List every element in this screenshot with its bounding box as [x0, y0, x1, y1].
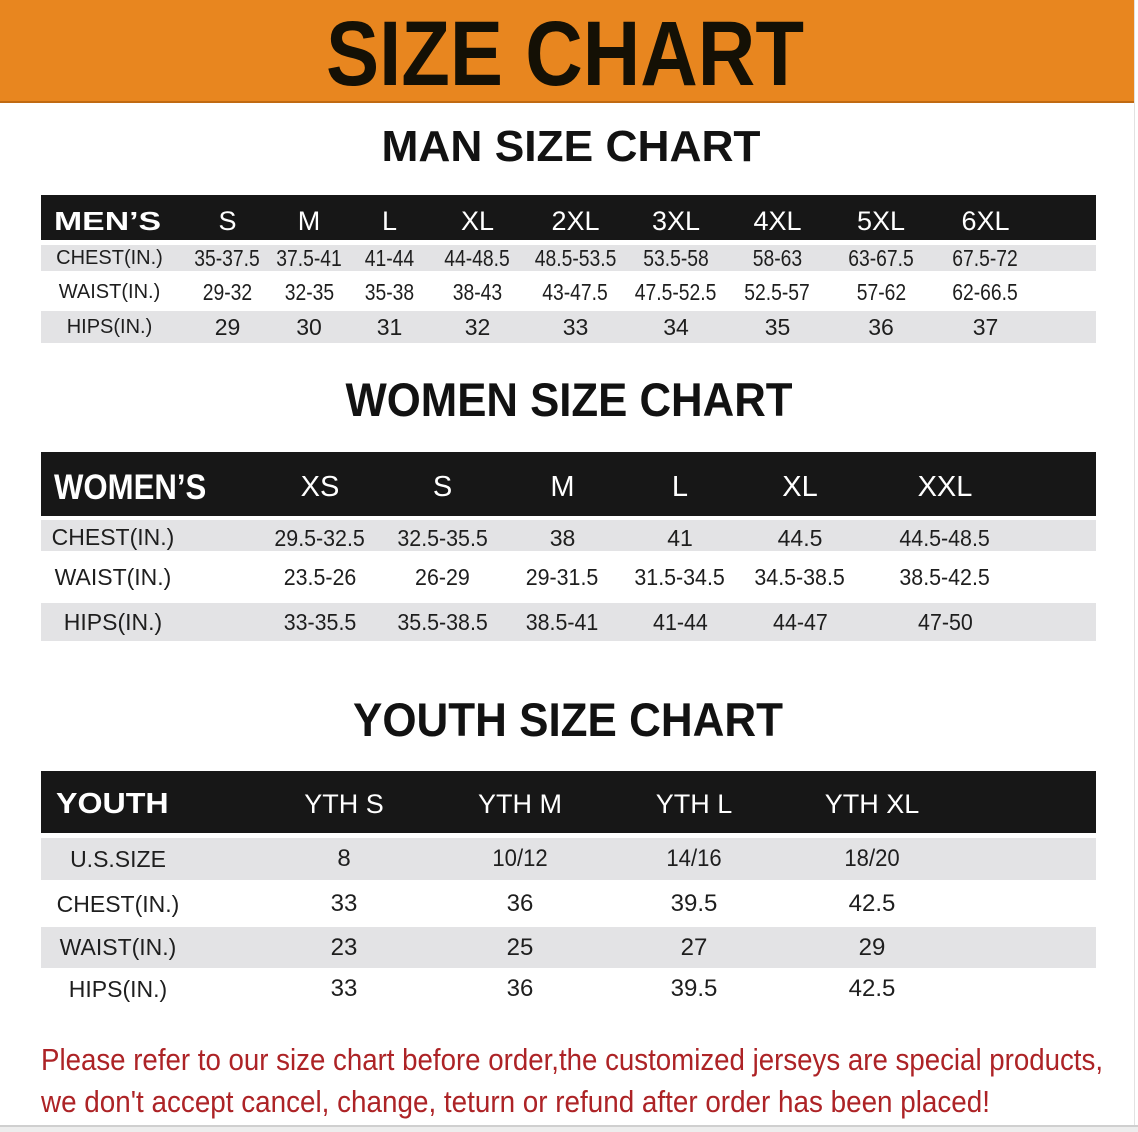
svg-text:SIZE CHART: SIZE CHART — [326, 3, 804, 105]
svg-text:MAN SIZE CHART: MAN SIZE CHART — [382, 122, 761, 170]
svg-text:we don't accept cancel, change: we don't accept cancel, change, teturn o… — [40, 1084, 990, 1119]
svg-text:WOMEN SIZE CHART: WOMEN SIZE CHART — [346, 373, 793, 426]
svg-text:YOUTH SIZE CHART: YOUTH SIZE CHART — [353, 693, 783, 746]
svg-text:Please refer to our size chart: Please refer to our size chart before or… — [41, 1042, 1103, 1077]
